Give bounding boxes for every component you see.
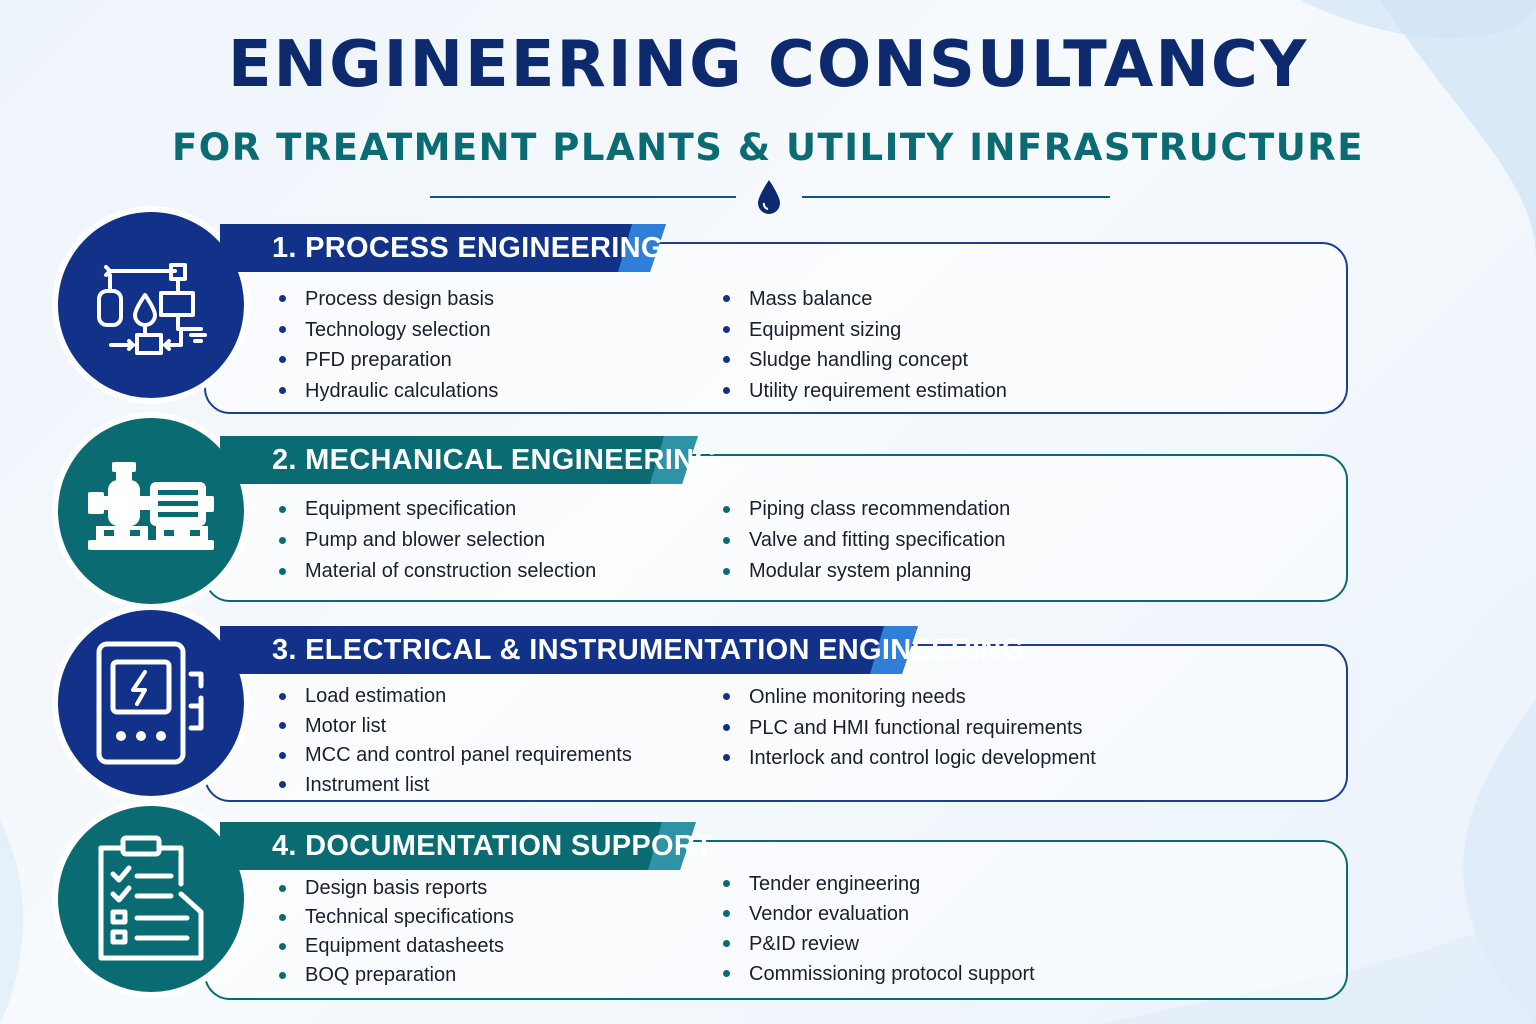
section-banner: 4. DOCUMENTATION SUPPORT <box>220 822 713 870</box>
list-item: Commissioning protocol support <box>719 959 1035 989</box>
list-item: Technical specifications <box>275 903 514 932</box>
left-list: Process design basis Technology selectio… <box>275 284 498 406</box>
control-panel-icon <box>58 610 244 796</box>
list-item: MCC and control panel requirements <box>275 741 632 771</box>
section-banner: 3. ELECTRICAL & INSTRUMENTATION ENGINEER… <box>220 626 1024 674</box>
list-item: Equipment specification <box>275 494 596 525</box>
section-banner: 1. PROCESS ENGINEERING <box>220 224 666 272</box>
pump-motor-icon <box>58 418 244 604</box>
list-item: Utility requirement estimation <box>719 376 1007 407</box>
list-item: Mass balance <box>719 284 1007 315</box>
left-list: Design basis reports Technical specifica… <box>275 874 514 990</box>
list-item: Instrument list <box>275 771 632 801</box>
list-item: Valve and fitting specification <box>719 525 1010 556</box>
left-list: Equipment specification Pump and blower … <box>275 494 596 587</box>
list-item: Load estimation <box>275 682 632 712</box>
page-subtitle: FOR TREATMENT PLANTS & UTILITY INFRASTRU… <box>171 126 1365 169</box>
divider-left <box>430 196 736 198</box>
right-list: Online monitoring needs PLC and HMI func… <box>719 682 1096 774</box>
section-heading: 1. PROCESS ENGINEERING <box>272 231 664 264</box>
section-heading: 4. DOCUMENTATION SUPPORT <box>272 829 714 862</box>
list-item: Online monitoring needs <box>719 682 1096 713</box>
clipboard-checklist-icon <box>58 806 244 992</box>
right-list: Tender engineering Vendor evaluation P&I… <box>719 869 1035 989</box>
list-item: Material of construction selection <box>275 556 596 587</box>
section-banner: 2. MECHANICAL ENGINEERING <box>220 436 717 484</box>
list-item: Piping class recommendation <box>719 494 1010 525</box>
list-item: Equipment sizing <box>719 315 1007 346</box>
list-item: PLC and HMI functional requirements <box>719 713 1096 744</box>
list-item: Motor list <box>275 712 632 742</box>
list-item: Design basis reports <box>275 874 514 903</box>
list-item: Tender engineering <box>719 869 1035 899</box>
list-item: Pump and blower selection <box>275 525 596 556</box>
list-item: Sludge handling concept <box>719 345 1007 376</box>
list-item: P&ID review <box>719 929 1035 959</box>
page-title: ENGINEERING CONSULTANCY <box>227 28 1309 102</box>
list-item: Vendor evaluation <box>719 899 1035 929</box>
list-item: Hydraulic calculations <box>275 376 498 407</box>
list-item: Interlock and control logic development <box>719 743 1096 774</box>
process-flow-icon <box>58 212 244 398</box>
list-item: Equipment datasheets <box>275 932 514 961</box>
right-list: Piping class recommendation Valve and fi… <box>719 494 1010 587</box>
list-item: Technology selection <box>275 315 498 346</box>
left-list: Load estimation Motor list MCC and contr… <box>275 682 632 800</box>
water-drop-icon <box>758 180 780 214</box>
list-item: Process design basis <box>275 284 498 315</box>
right-list: Mass balance Equipment sizing Sludge han… <box>719 284 1007 406</box>
section-heading: 3. ELECTRICAL & INSTRUMENTATION ENGINEER… <box>272 633 1025 666</box>
list-item: PFD preparation <box>275 345 498 376</box>
list-item: BOQ preparation <box>275 961 514 990</box>
section-heading: 2. MECHANICAL ENGINEERING <box>272 443 718 476</box>
divider-right <box>802 196 1110 198</box>
list-item: Modular system planning <box>719 556 1010 587</box>
